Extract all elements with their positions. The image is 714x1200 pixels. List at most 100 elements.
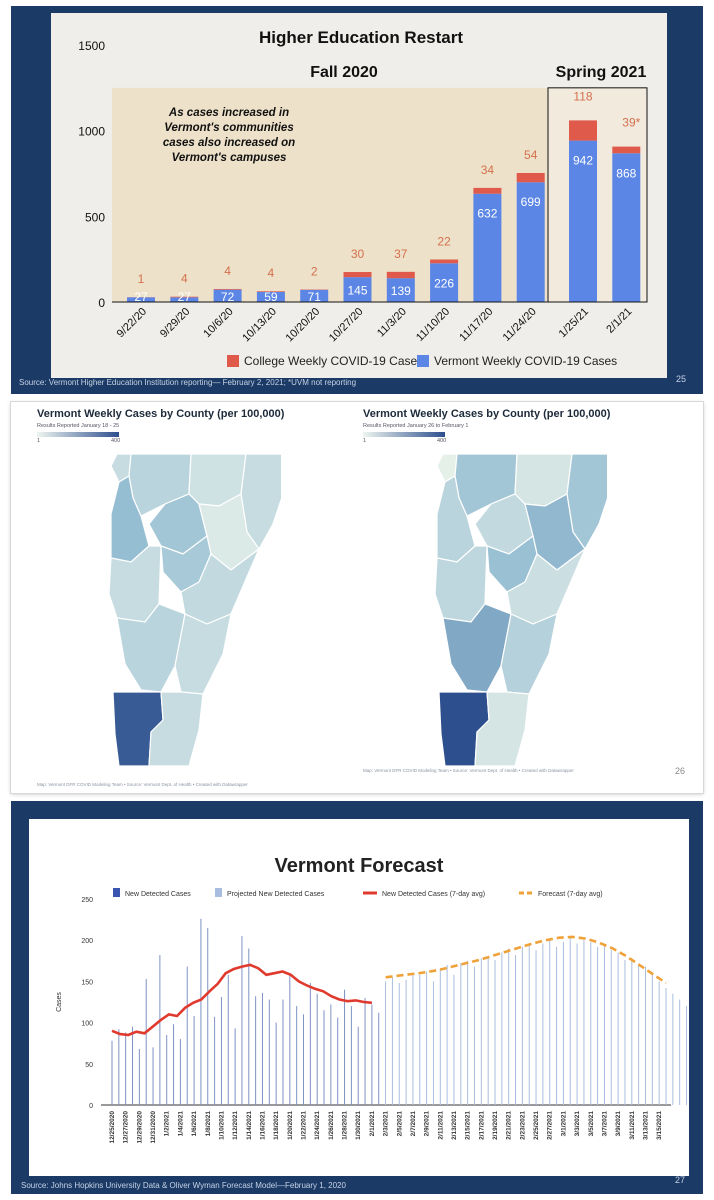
fall-spring-shade xyxy=(112,87,587,302)
x-tick-label: 3/1/2021 xyxy=(560,1111,567,1137)
map1-vermont-counties xyxy=(108,454,281,767)
legend-detected-swatch xyxy=(113,888,120,897)
y-tick-label: 1000 xyxy=(78,125,105,139)
x-tick-label: 2/17/2021 xyxy=(478,1111,485,1140)
map1-subtitle: Results Reported January 18 - 25 xyxy=(37,423,120,429)
map2-footer: Map: Vermont DFR COVID Modeling Team • S… xyxy=(363,768,574,773)
x-tick-label: 1/24/2021 xyxy=(314,1111,321,1140)
vermont-bar xyxy=(516,182,545,302)
county-windham xyxy=(474,691,530,767)
x-tick-label: 10/27/20 xyxy=(327,306,366,345)
legend-vermont-swatch xyxy=(417,355,429,367)
college-bar xyxy=(213,288,242,290)
x-tick-label: 9/22/20 xyxy=(115,306,149,340)
x-tick-label: 10/20/20 xyxy=(284,306,323,345)
vermont-value-label: 27 xyxy=(134,290,148,304)
legend-college-swatch xyxy=(227,355,239,367)
college-value-label: 39* xyxy=(622,116,640,130)
x-tick-label: 3/15/2021 xyxy=(656,1111,663,1140)
x-tick-label: 2/13/2021 xyxy=(451,1111,458,1140)
college-value-label: 118 xyxy=(573,89,592,103)
annotation-line: Vermont's campuses xyxy=(172,152,287,164)
map2-scale-max: 400 xyxy=(437,438,447,444)
college-value-label: 2 xyxy=(311,264,318,278)
map2-scale-min: 1 xyxy=(363,438,367,444)
vermont-value-label: 632 xyxy=(477,207,497,221)
vermont-bar xyxy=(127,297,155,302)
map1-color-scale xyxy=(37,432,119,437)
x-tick-label: 1/25/21 xyxy=(557,306,591,340)
college-bar xyxy=(473,187,502,194)
x-tick-label: 2/25/2021 xyxy=(533,1111,540,1140)
x-tick-label: 12/29/2020 xyxy=(136,1111,143,1144)
y-tick-label: 100 xyxy=(81,1021,93,1028)
x-tick-label: 1/16/2021 xyxy=(259,1111,266,1140)
vermont-bar xyxy=(430,263,459,302)
x-tick-label: 2/7/2021 xyxy=(410,1111,417,1137)
vermont-value-label: 139 xyxy=(391,284,411,298)
vermont-bar xyxy=(256,291,285,302)
x-tick-label: 1/12/2021 xyxy=(232,1111,239,1140)
county-windsor xyxy=(174,613,232,695)
x-tick-label: 3/7/2021 xyxy=(601,1111,608,1137)
college-bar xyxy=(569,120,597,141)
vermont-value-label: 71 xyxy=(308,290,322,304)
slide-higher-education: Higher Education Restart 0 500 1000 1500 Fall… xyxy=(11,6,703,394)
x-tick-label: 2/23/2021 xyxy=(519,1111,526,1140)
college-value-label: 54 xyxy=(524,148,538,162)
annotation-line: Vermont's communities xyxy=(164,122,293,134)
x-tick-label: 3/11/2021 xyxy=(629,1111,636,1140)
x-tick-label: 12/27/2020 xyxy=(123,1111,130,1144)
legend-projected-swatch xyxy=(215,888,222,897)
map2-vermont-counties xyxy=(434,454,607,767)
x-tick-label: 1/18/2021 xyxy=(273,1111,280,1140)
vermont-bar xyxy=(213,289,242,302)
avg-line xyxy=(111,963,373,1037)
higher-education-chart-panel: Higher Education Restart 0 500 1000 1500 Fall… xyxy=(51,13,667,378)
forecast-line xyxy=(385,935,667,985)
map1-scale-min: 1 xyxy=(37,438,41,444)
x-tick-label: 2/21/2021 xyxy=(506,1111,513,1140)
slide2-page-number: 26 xyxy=(675,766,686,776)
slide3-page-number: 27 xyxy=(675,1175,686,1185)
slide1-page-number: 25 xyxy=(676,374,687,384)
vermont-bar xyxy=(300,289,329,302)
map2-color-scale xyxy=(363,432,445,437)
chart3-title: Vermont Forecast xyxy=(275,855,444,877)
y-tick-label: 1500 xyxy=(78,39,105,53)
vermont-value-label: 868 xyxy=(616,166,636,180)
x-tick-label: 12/25/2020 xyxy=(109,1111,116,1144)
vermont-value-label: 27 xyxy=(178,290,192,304)
vermont-value-label: 59 xyxy=(264,290,278,304)
legend-label: New Detected Cases (7-day avg) xyxy=(382,891,485,898)
college-bar xyxy=(612,146,641,154)
y-tick-label: 0 xyxy=(89,1103,93,1110)
slide3-source: Source: Johns Hopkins University Data & … xyxy=(21,1181,346,1190)
x-tick-label: 1/14/2021 xyxy=(246,1111,253,1140)
x-tick-label: 2/5/2021 xyxy=(396,1111,403,1137)
x-tick-label: 2/1/2021 xyxy=(369,1111,376,1137)
forecast-chart-panel: Vermont Forecast New Detected Cases Projec… xyxy=(29,819,689,1176)
vermont-bar xyxy=(473,193,502,302)
x-tick-label: 10/13/20 xyxy=(240,306,279,345)
college-value-label: 34 xyxy=(481,163,495,177)
map2-title: Vermont Weekly Cases by County (per 100,… xyxy=(363,408,611,420)
spring-2021-label: Spring 2021 xyxy=(556,64,647,81)
annotation-line: As cases increased in xyxy=(168,107,289,119)
y-tick-label: 500 xyxy=(85,210,105,224)
slide-vermont-forecast: Vermont Forecast New Detected Cases Projec… xyxy=(11,801,703,1194)
x-tick-label: 1/8/2021 xyxy=(205,1111,212,1137)
x-tick-label: 3/13/2021 xyxy=(642,1111,649,1140)
map1-footer: Map: Vermont DFR COVID Modeling Team • S… xyxy=(37,782,248,787)
x-tick-label: 2/9/2021 xyxy=(424,1111,431,1137)
x-tick-label: 3/3/2021 xyxy=(574,1111,581,1137)
vermont-bar xyxy=(569,140,597,302)
x-tick-label: 2/27/2021 xyxy=(547,1111,554,1140)
x-tick-label: 1/2/2021 xyxy=(164,1111,171,1137)
x-tick-label: 2/3/2021 xyxy=(383,1111,390,1137)
y-tick-label: 200 xyxy=(81,938,93,945)
x-tick-label: 11/10/20 xyxy=(414,306,452,344)
college-value-label: 4 xyxy=(224,264,231,278)
vermont-value-label: 72 xyxy=(221,290,235,304)
y-axis-label: Cases xyxy=(56,992,63,1012)
